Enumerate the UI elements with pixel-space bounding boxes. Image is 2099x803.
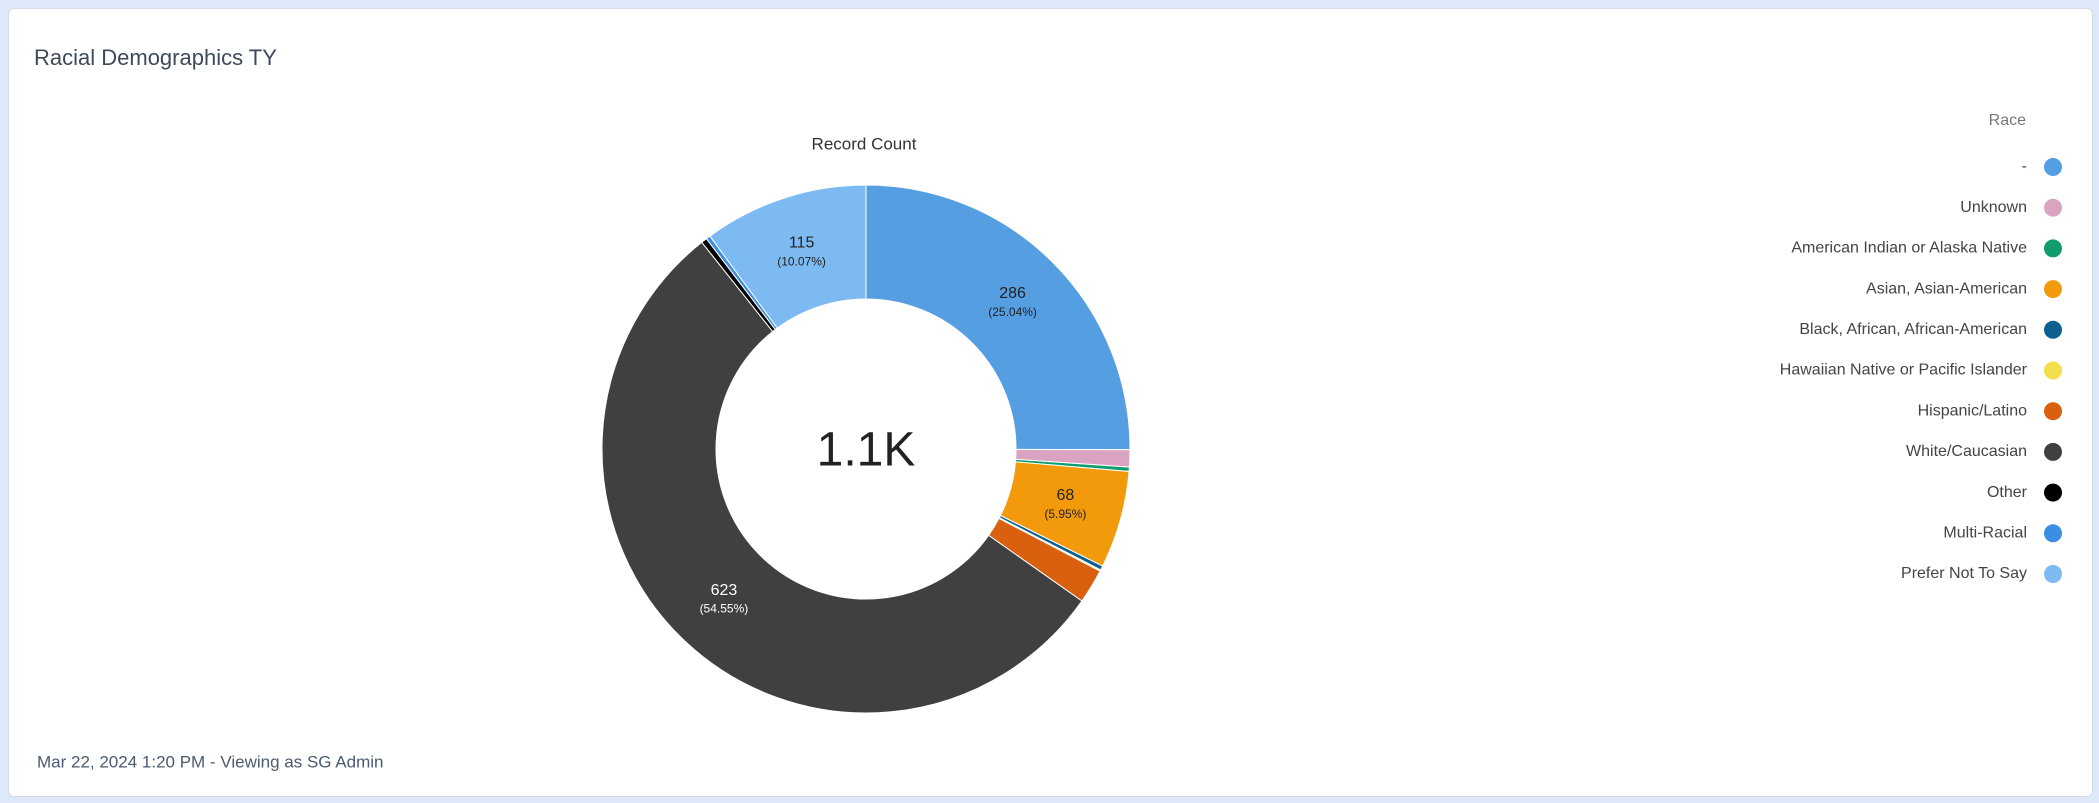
legend-marker: [2044, 280, 2062, 299]
legend-marker: [2044, 239, 2062, 258]
legend-label: Hawaiian Native or Pacific Islander: [1780, 362, 2028, 379]
data-label: 286: [999, 285, 1026, 302]
legend-label: Asian, Asian-American: [1866, 280, 2027, 297]
legend-label: Hispanic/Latino: [1918, 402, 2028, 419]
percent-label: (5.95%): [1044, 507, 1086, 521]
legend-marker: [2044, 483, 2062, 502]
donut-slice: [709, 184, 867, 329]
chart-title: Racial Demographics TY: [34, 45, 277, 70]
donut-slice: [601, 241, 1083, 714]
percent-label: (54.55%): [700, 602, 749, 616]
legend-label: American Indian or Alaska Native: [1791, 240, 2027, 257]
legend-marker: [2044, 158, 2062, 176]
legend-marker: [2044, 524, 2062, 543]
legend-label: White/Caucasian: [1906, 443, 2027, 460]
legend-label: Black, African, African-American: [1799, 321, 2027, 338]
legend-marker: [2044, 320, 2062, 339]
data-label: 623: [711, 582, 738, 599]
legend-marker: [2044, 442, 2062, 461]
center-label: 1.1K: [817, 424, 916, 477]
legend-marker: [2044, 198, 2062, 217]
data-label: 68: [1056, 487, 1074, 504]
chart-subtitle: Record Count: [812, 134, 917, 153]
donut-slice: [865, 184, 1131, 451]
legend-label: Multi-Racial: [1943, 525, 2027, 542]
legend-label: Unknown: [1960, 199, 2027, 216]
footer: Mar 22, 2024 1:20 PM - Viewing as SG Adm…: [37, 752, 383, 771]
data-label: 115: [789, 234, 815, 251]
legend-title: Race: [1989, 112, 2026, 129]
legend-label: -: [2022, 158, 2027, 175]
legend-label: Prefer Not To Say: [1901, 565, 2027, 582]
percent-label: (25.04%): [988, 305, 1037, 319]
legend-marker: [2044, 565, 2062, 583]
legend-marker: [2044, 361, 2062, 380]
legend-marker: [2044, 402, 2062, 421]
legend-label: Other: [1987, 484, 2028, 501]
percent-label: (10.07%): [777, 254, 826, 268]
